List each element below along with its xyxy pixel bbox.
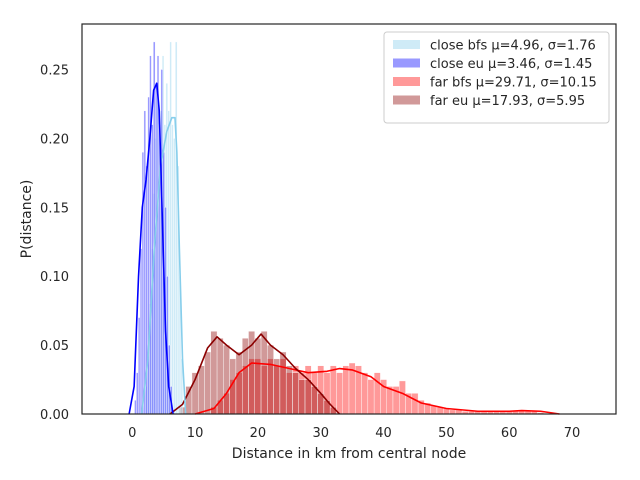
histogram-bar — [260, 331, 268, 415]
y-tick-label: 0.25 — [40, 63, 69, 78]
kde-line-1 — [128, 82, 174, 415]
plot-frame — [81, 23, 617, 415]
histogram-bar — [342, 365, 350, 415]
x-tick-label: 10 — [187, 426, 204, 441]
x-axis-ticks: 0 10 20 30 40 50 60 70 — [128, 426, 580, 441]
histogram-bar — [267, 344, 274, 415]
histogram-bar — [292, 372, 299, 415]
histogram-bar — [285, 365, 293, 415]
kde-line-2 — [194, 362, 560, 415]
x-tick-label: 40 — [375, 426, 392, 441]
x-tick-label: 50 — [438, 426, 455, 441]
histogram-bar — [173, 138, 176, 415]
histogram-bar — [154, 83, 158, 415]
legend-entry: close bfs μ=4.96, σ=1.76 — [430, 39, 596, 54]
y-tick-label: 0.20 — [40, 132, 69, 147]
histogram-bar — [141, 151, 145, 415]
y-axis-ticks: 0.00 0.05 0.10 0.15 0.20 0.25 — [40, 63, 69, 423]
x-tick-label: 0 — [128, 426, 136, 441]
kde-curves — [128, 82, 560, 415]
histogram-bar — [175, 41, 178, 415]
histogram-bar — [204, 351, 211, 415]
legend-swatch — [393, 95, 420, 105]
x-tick-label: 60 — [501, 426, 518, 441]
histogram-bar — [254, 338, 262, 415]
x-tick-label: 70 — [564, 426, 581, 441]
histogram-bar — [399, 380, 406, 415]
histogram-bar — [198, 365, 205, 415]
legend-swatch — [393, 40, 420, 49]
y-tick-label: 0.10 — [40, 270, 69, 285]
y-axis-label: P(distance) — [19, 180, 35, 259]
histogram-bar — [139, 248, 143, 415]
histogram-bar — [373, 372, 381, 415]
legend-swatch — [393, 77, 420, 86]
histogram-bar — [304, 379, 312, 415]
histogram-bar — [361, 372, 369, 415]
histogram-bar — [311, 386, 318, 415]
y-tick-label: 0.00 — [40, 408, 69, 423]
histogram-bar — [386, 386, 394, 415]
histogram-bar — [136, 372, 139, 415]
histogram-bar — [367, 379, 375, 415]
histogram-bars — [134, 41, 544, 415]
histogram-bar — [138, 317, 141, 415]
histogram-bar — [336, 372, 343, 415]
kde-line-0 — [140, 116, 187, 415]
histogram-bar — [149, 55, 152, 415]
y-tick-label: 0.15 — [40, 201, 69, 216]
kde-line-3 — [169, 333, 341, 415]
legend-box — [383, 31, 610, 124]
histogram-bar — [279, 351, 287, 415]
histogram-bar — [273, 358, 281, 415]
y-tick-label: 0.05 — [40, 339, 69, 354]
histogram-bar — [134, 400, 137, 415]
histogram-bar — [223, 344, 230, 415]
legend-entry: far eu μ=17.93, σ=5.95 — [430, 94, 585, 109]
histogram-bar — [298, 379, 306, 415]
legend-entry: far bfs μ=29.71, σ=10.15 — [430, 76, 597, 91]
histogram-bar — [411, 393, 419, 415]
legend-entry: close eu μ=3.46, σ=1.45 — [430, 57, 592, 72]
histogram-bar — [449, 409, 456, 415]
legend: close bfs μ=4.96, σ=1.76 close eu μ=3.46,… — [383, 31, 610, 124]
histogram-bar — [235, 351, 243, 415]
histogram-bar — [171, 124, 174, 415]
x-axis-label: Distance in km from central node — [232, 446, 466, 462]
legend-swatch — [393, 58, 420, 68]
x-tick-label: 30 — [312, 426, 329, 441]
histogram-bar — [143, 110, 146, 415]
x-tick-label: 20 — [250, 426, 267, 441]
series-bars-3 — [179, 331, 337, 415]
series-bars-2 — [210, 358, 544, 415]
